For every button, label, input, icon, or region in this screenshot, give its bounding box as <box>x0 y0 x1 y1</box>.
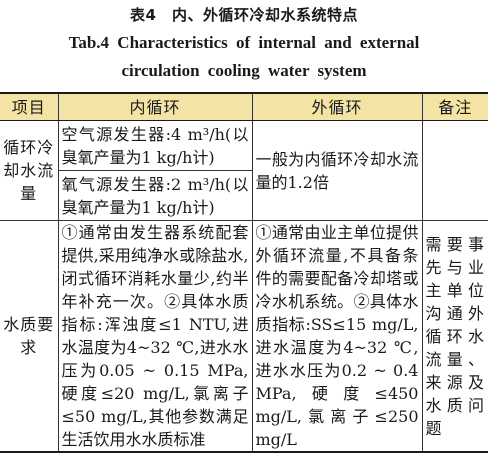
header-note: 备注 <box>421 92 488 121</box>
table-caption-cn: 表4 内、外循环冷却水系统特点 <box>130 6 358 24</box>
row-item-flow: 循环冷却水流量 <box>0 120 59 221</box>
cell-inner-air-source: 空气源发生器:4 m³/h(以臭氧产量为1 kg/h计) <box>57 120 253 171</box>
cell-outer-water-quality: ①通常由业主单位提供外循环流量,不具备条件的需要配备冷却塔或冷水机系统。②具体水… <box>251 220 423 453</box>
header-item: 项目 <box>0 92 59 121</box>
cell-outer-flow: 一般为内循环冷却水流量的1.2倍 <box>251 120 423 221</box>
table-caption-en-line1: Tab.4 Characteristics of internal and ex… <box>68 33 420 52</box>
table-row-water-quality: 水质要求 ①通常由发生器系统配套提供,采用纯净水或除盐水,闭式循环消耗水量少,约… <box>0 220 488 453</box>
table-caption-en-line2: circulation cooling water system <box>121 61 367 80</box>
row-item-water-quality: 水质要求 <box>0 220 59 453</box>
table-row-flow-b: 氧气源发生器:2 m³/h(以臭氧产量为1 kg/h计) <box>0 170 488 221</box>
cell-note-water-quality: 需要事先与业主单位沟通外循环水流量、来源及水质问题 <box>421 220 488 453</box>
cell-note-flow <box>421 120 488 221</box>
characteristics-table: 项目 内循环 外循环 备注 循环冷却水流量 空气源发生器:4 m³/h(以臭氧产… <box>0 92 488 453</box>
table-header-row: 项目 内循环 外循环 备注 <box>0 92 488 121</box>
cell-inner-oxygen-source: 氧气源发生器:2 m³/h(以臭氧产量为1 kg/h计) <box>58 170 252 221</box>
table-row-flow-a: 循环冷却水流量 空气源发生器:4 m³/h(以臭氧产量为1 kg/h计) 一般为… <box>0 120 488 221</box>
cell-inner-water-quality: ①通常由发生器系统配套提供,采用纯净水或除盐水,闭式循环消耗水量少,约半年补充一… <box>57 220 253 453</box>
header-outer-circulation: 外循环 <box>251 92 423 121</box>
header-inner-circulation: 内循环 <box>57 92 253 121</box>
